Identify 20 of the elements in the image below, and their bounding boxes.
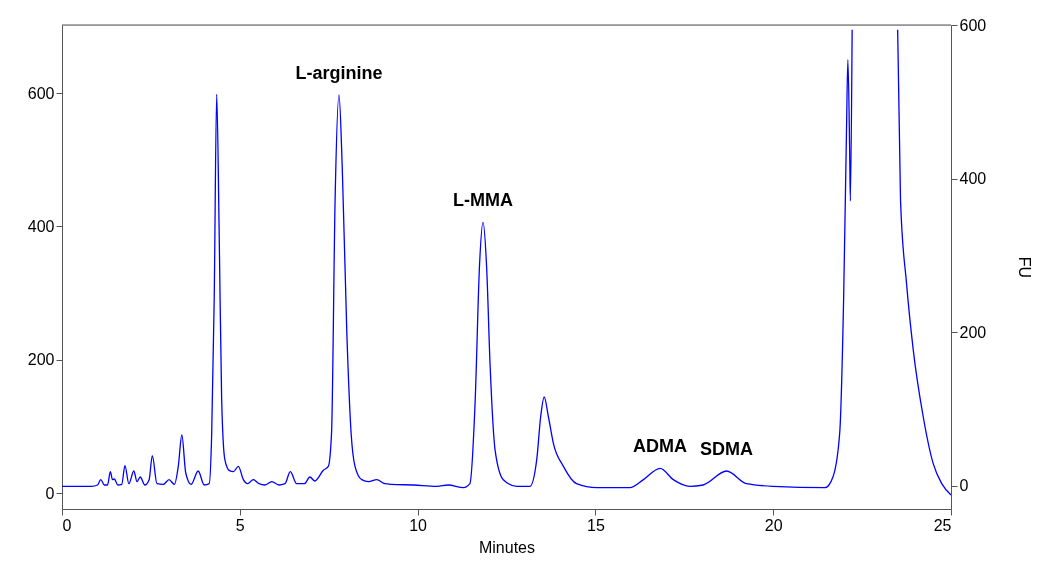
y-tick-label: 400: [27, 217, 55, 235]
y2-tick-label: 400: [959, 170, 987, 188]
y2-tick-label: 600: [959, 16, 987, 34]
x-tick-label: 25: [933, 516, 952, 534]
annotation: L-MMA: [453, 190, 514, 211]
y-tick-label: 0: [45, 484, 55, 502]
y2-tick-label: 0: [959, 477, 969, 495]
x-tick-label: 20: [764, 516, 783, 534]
annotation: SDMA: [700, 439, 754, 459]
y-tick-label: 600: [27, 84, 55, 102]
x-tick-label: 0: [62, 516, 72, 534]
x-tick-label: 5: [235, 516, 245, 534]
y-tick-label: 200: [27, 351, 55, 369]
x-tick-label: 15: [587, 516, 605, 534]
annotation: L-arginine: [295, 63, 383, 83]
x-tick-label: 10: [409, 516, 428, 534]
annotation: ADMA: [633, 436, 688, 457]
y2-axis-title: FU: [1016, 256, 1034, 279]
x-axis-title: Minutes: [478, 538, 536, 556]
y2-tick-label: 200: [959, 323, 987, 341]
